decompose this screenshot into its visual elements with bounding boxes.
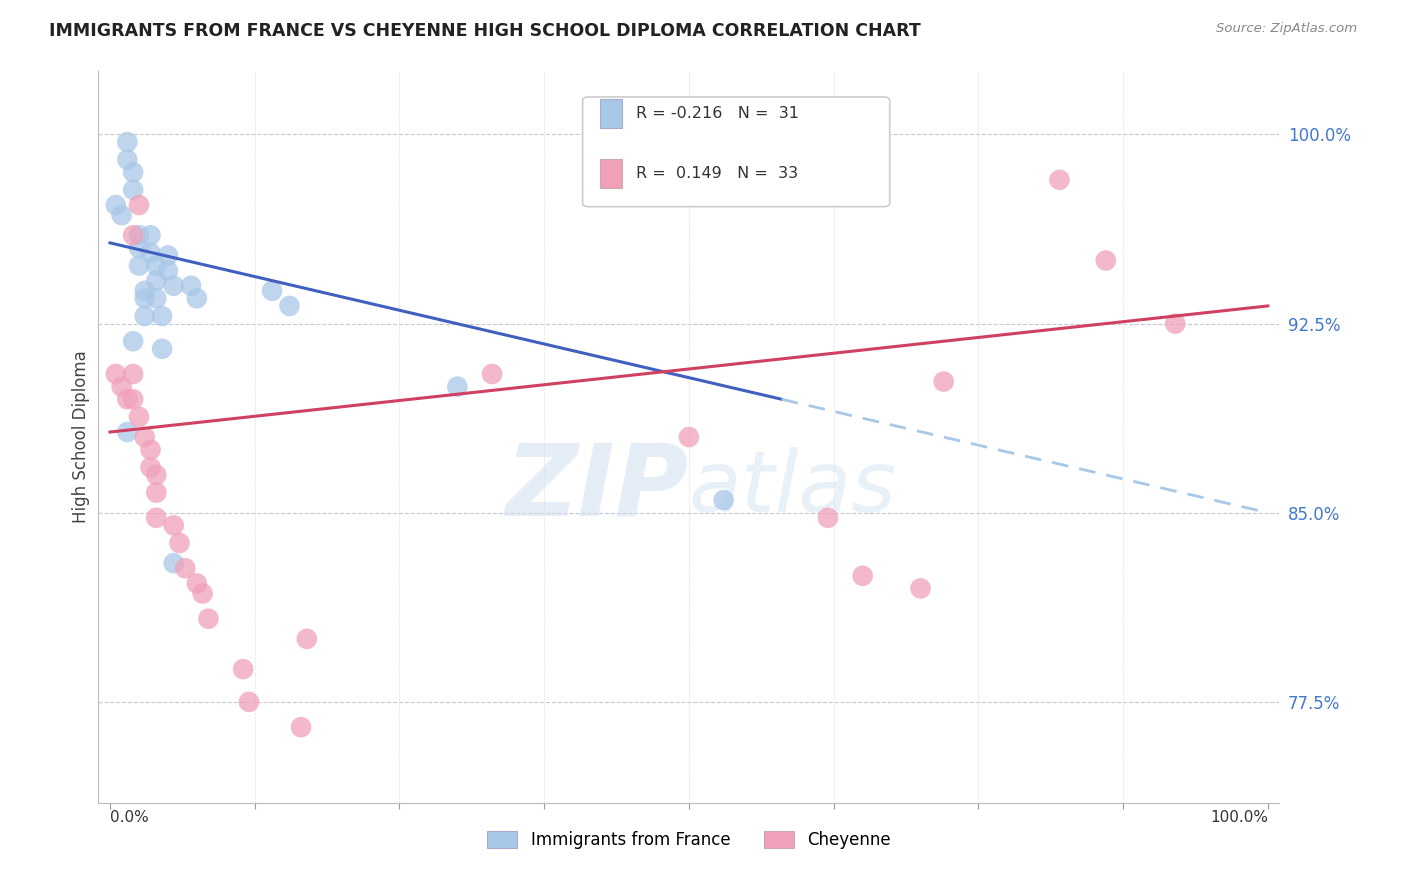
- Point: [1049, 173, 1071, 187]
- Point: [156, 248, 179, 262]
- Point: [186, 291, 208, 305]
- Point: [163, 278, 186, 293]
- Text: 100.0%: 100.0%: [1211, 810, 1268, 825]
- Point: [932, 375, 955, 389]
- Text: 0.0%: 0.0%: [110, 810, 149, 825]
- Point: [122, 228, 145, 243]
- Text: IMMIGRANTS FROM FRANCE VS CHEYENNE HIGH SCHOOL DIPLOMA CORRELATION CHART: IMMIGRANTS FROM FRANCE VS CHEYENNE HIGH …: [49, 22, 921, 40]
- Point: [186, 576, 208, 591]
- Point: [163, 518, 186, 533]
- FancyBboxPatch shape: [600, 99, 621, 128]
- Point: [122, 392, 145, 407]
- Point: [169, 536, 191, 550]
- Point: [150, 342, 173, 356]
- Point: [134, 430, 156, 444]
- Point: [145, 259, 167, 273]
- Point: [145, 510, 167, 524]
- Point: [180, 278, 202, 293]
- Point: [128, 259, 150, 273]
- FancyBboxPatch shape: [582, 97, 890, 207]
- Point: [110, 208, 132, 222]
- Point: [134, 284, 156, 298]
- Point: [145, 467, 167, 482]
- Point: [139, 246, 162, 260]
- Point: [117, 153, 139, 167]
- Point: [122, 165, 145, 179]
- Point: [290, 720, 312, 734]
- Point: [156, 263, 179, 277]
- Point: [713, 493, 735, 508]
- Point: [232, 662, 254, 676]
- Point: [128, 409, 150, 424]
- Point: [238, 695, 260, 709]
- Point: [1164, 317, 1187, 331]
- Point: [481, 367, 503, 381]
- FancyBboxPatch shape: [600, 159, 621, 188]
- Point: [163, 556, 186, 570]
- Point: [197, 612, 219, 626]
- Text: R = -0.216   N =  31: R = -0.216 N = 31: [636, 106, 799, 121]
- Point: [110, 379, 132, 393]
- Point: [817, 510, 839, 524]
- Y-axis label: High School Diploma: High School Diploma: [72, 351, 90, 524]
- Point: [128, 198, 150, 212]
- Point: [117, 425, 139, 439]
- Text: Source: ZipAtlas.com: Source: ZipAtlas.com: [1216, 22, 1357, 36]
- Point: [104, 367, 127, 381]
- Point: [678, 430, 700, 444]
- Point: [122, 334, 145, 349]
- Point: [191, 586, 214, 600]
- Point: [174, 561, 197, 575]
- Point: [117, 135, 139, 149]
- Point: [134, 309, 156, 323]
- Point: [128, 241, 150, 255]
- Text: R =  0.149   N =  33: R = 0.149 N = 33: [636, 166, 799, 181]
- Point: [145, 274, 167, 288]
- Point: [134, 291, 156, 305]
- Point: [446, 379, 468, 393]
- Point: [139, 228, 162, 243]
- Text: atlas: atlas: [689, 447, 897, 530]
- Legend: Immigrants from France, Cheyenne: Immigrants from France, Cheyenne: [488, 831, 890, 849]
- Point: [1094, 253, 1116, 268]
- Point: [910, 582, 932, 596]
- Point: [139, 442, 162, 457]
- Point: [122, 367, 145, 381]
- Point: [128, 228, 150, 243]
- Point: [104, 198, 127, 212]
- Point: [852, 569, 875, 583]
- Text: ZIP: ZIP: [506, 440, 689, 537]
- Point: [117, 392, 139, 407]
- Point: [295, 632, 318, 646]
- Point: [262, 284, 284, 298]
- Point: [278, 299, 301, 313]
- Point: [139, 460, 162, 475]
- Point: [150, 309, 173, 323]
- Point: [145, 291, 167, 305]
- Point: [145, 485, 167, 500]
- Point: [122, 183, 145, 197]
